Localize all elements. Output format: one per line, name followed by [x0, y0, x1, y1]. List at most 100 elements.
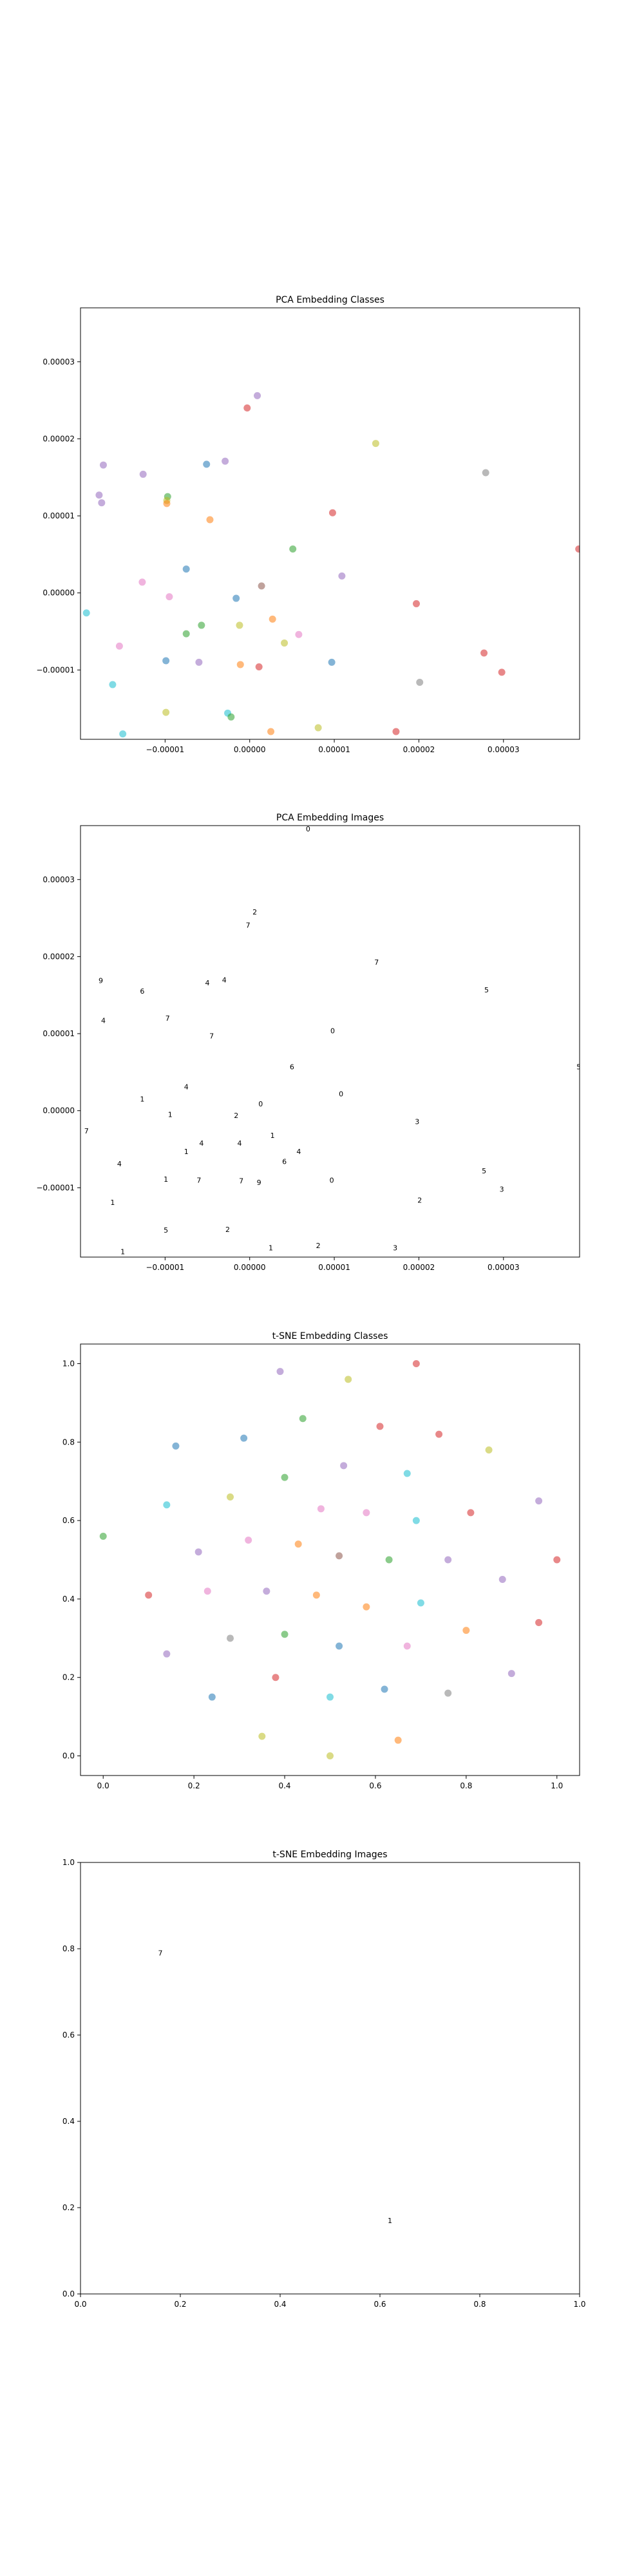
- data-point: [276, 1368, 284, 1376]
- data-point: [336, 1642, 343, 1650]
- data-point: [281, 1473, 289, 1481]
- data-point: [272, 1674, 279, 1681]
- y-tick-label: 0.4: [62, 1595, 75, 1604]
- y-tick-label: 1.0: [62, 1359, 75, 1368]
- digit-thumbnail: 1: [164, 1256, 169, 1264]
- digit-thumbnail: 1: [270, 1132, 275, 1140]
- digit-thumbnail: 1: [120, 1248, 125, 1256]
- x-tick-label: 0.00000: [234, 1263, 266, 1272]
- y-axis: −0.00001 0.00000 0.00001 0.00002 0.00003: [36, 875, 80, 1192]
- x-tick-label: 1.0: [551, 1781, 563, 1790]
- y-tick-label: 0.00003: [43, 357, 75, 366]
- x-tick-label: 0.0: [74, 2300, 86, 2309]
- y-tick-label: −0.00001: [36, 1183, 75, 1192]
- x-tick-label: 0.4: [278, 1781, 290, 1790]
- x-tick-label: −0.00001: [146, 745, 185, 754]
- data-point: [328, 658, 336, 666]
- chart-tsne-images: t-SNE Embedding Images 71 0.0 0.2 0.4 0.6 0.…: [62, 1850, 586, 2309]
- digit-thumbnail: 4: [237, 1139, 242, 1148]
- digit-thumbnail: 4: [296, 1148, 301, 1156]
- axes-frame: [80, 307, 580, 740]
- data-point: [575, 545, 580, 553]
- digit-thumbnail: 7: [246, 921, 251, 929]
- chart-title: PCA Embedding Classes: [276, 295, 384, 305]
- data-point: [204, 1587, 211, 1595]
- data-point: [263, 1587, 270, 1595]
- digit-thumbnail: 2: [316, 1242, 321, 1250]
- x-tick-label: 0.8: [460, 1781, 472, 1790]
- data-point: [255, 663, 263, 671]
- data-point: [363, 1603, 370, 1611]
- data-point: [240, 1434, 248, 1442]
- data-point: [99, 1532, 107, 1540]
- digit-thumbnail: 4: [205, 979, 210, 987]
- data-point: [182, 630, 190, 638]
- digit-thumbnail: 1: [168, 1111, 173, 1119]
- x-tick-label: 0.00000: [234, 745, 266, 754]
- y-tick-label: 1.0: [62, 1858, 75, 1867]
- data-point: [294, 1540, 302, 1548]
- data-point: [394, 1736, 402, 1744]
- data-point: [163, 1501, 171, 1509]
- data-point: [435, 1430, 443, 1438]
- y-tick-label: 0.0: [62, 1752, 75, 1761]
- data-point: [162, 708, 170, 716]
- data-point: [327, 1693, 334, 1701]
- digit-thumbnail: 9: [99, 976, 103, 985]
- digit-thumbnail: 7: [84, 1127, 89, 1135]
- data-point: [163, 500, 171, 507]
- digit-thumbnail: 3: [415, 1117, 419, 1126]
- data-point: [312, 1591, 320, 1599]
- digit-thumbnail: 0: [306, 825, 310, 833]
- data-point: [115, 642, 123, 650]
- digit-thumbnail: 7: [158, 1949, 163, 1958]
- data-point: [227, 713, 235, 721]
- data-point: [295, 630, 303, 638]
- data-point: [403, 1642, 411, 1650]
- digit-thumbnail: 7: [239, 1177, 243, 1186]
- plot-area: [82, 392, 580, 738]
- x-axis: 0.0 0.2 0.4 0.6 0.8 1.0: [74, 2294, 586, 2309]
- digit-thumbnail: 1: [388, 2217, 392, 2225]
- digit-thumbnail: 6: [140, 987, 144, 996]
- data-point: [206, 516, 214, 524]
- x-tick-label: 1.0: [573, 2300, 585, 2309]
- chart-tsne-classes: t-SNE Embedding Classes 0.0 0.2 0.4 0.6 0.8 1…: [62, 1331, 580, 1790]
- y-tick-label: 0.00001: [43, 511, 75, 520]
- digit-thumbnail: 9: [257, 1179, 261, 1187]
- y-axis: 0.0 0.2 0.4 0.6 0.8 1.0: [62, 1359, 80, 1761]
- x-tick-label: 0.2: [174, 2300, 186, 2309]
- data-point: [498, 1575, 506, 1583]
- y-axis: −0.00001 0.00000 0.00001 0.00002 0.00003: [36, 357, 80, 674]
- data-point: [195, 658, 203, 666]
- y-tick-label: 0.2: [62, 1673, 75, 1682]
- axes-frame: [80, 1862, 580, 2295]
- data-point: [267, 728, 275, 735]
- data-point: [467, 1509, 475, 1517]
- data-point: [166, 593, 173, 601]
- data-point: [232, 594, 240, 602]
- data-point: [99, 461, 107, 469]
- y-tick-label: 0.6: [62, 1516, 75, 1525]
- data-point: [138, 578, 146, 586]
- digit-thumbnail: 4: [184, 1083, 189, 1092]
- y-tick-label: 0.0: [62, 2289, 75, 2298]
- y-tick-label: 0.00000: [43, 1106, 75, 1115]
- digit-thumbnail: 1: [110, 1198, 115, 1207]
- data-point: [507, 1670, 515, 1678]
- data-point: [198, 621, 205, 629]
- digit-thumbnail: 2: [252, 908, 257, 916]
- data-point: [203, 460, 211, 468]
- data-point: [139, 470, 147, 478]
- y-axis: 0.0 0.2 0.4 0.6 0.8 1.0: [62, 1858, 80, 2298]
- data-point: [535, 1497, 543, 1505]
- x-tick-label: 0.00001: [318, 745, 350, 754]
- digit-thumbnail: 4: [222, 976, 227, 984]
- digit-thumbnail: 6: [290, 1063, 294, 1071]
- digit-thumbnail: 0: [339, 1090, 343, 1098]
- digit-thumbnail: 7: [209, 1032, 214, 1041]
- data-point: [462, 1627, 470, 1634]
- data-point: [392, 728, 400, 735]
